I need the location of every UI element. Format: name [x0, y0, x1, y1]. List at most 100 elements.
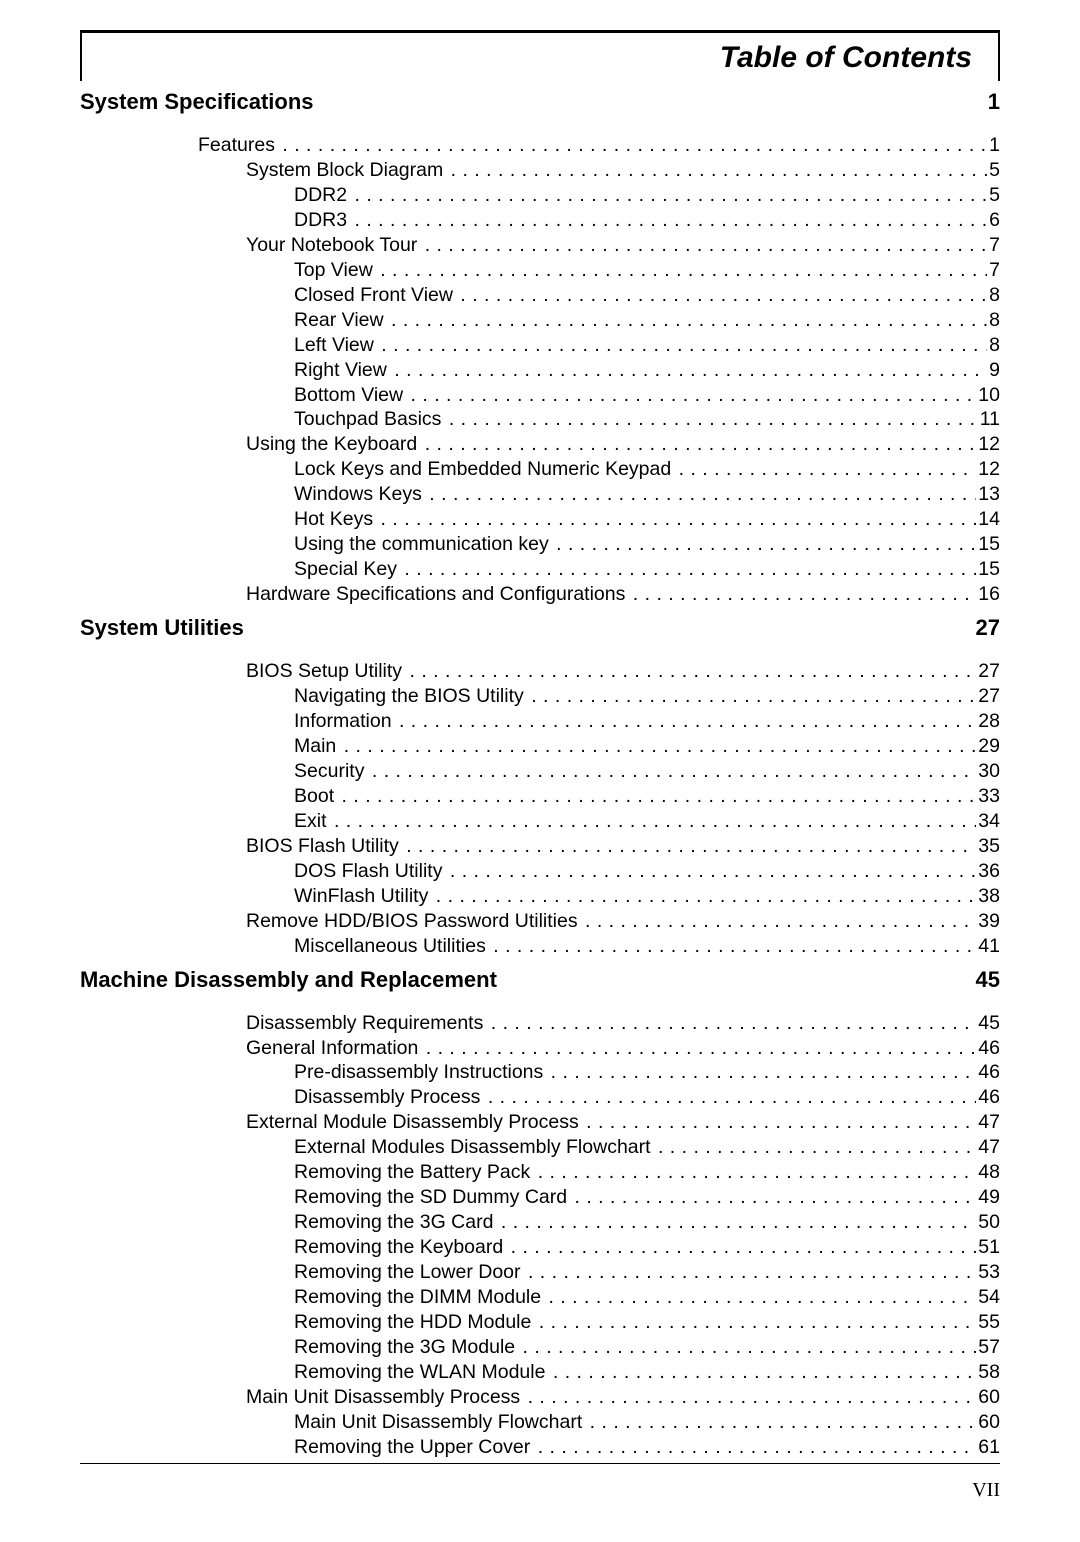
toc-entry: Rear View 8	[80, 308, 1000, 333]
toc-leader-dots	[523, 1335, 977, 1360]
toc-entry: Miscellaneous Utilities 41	[80, 934, 1000, 959]
toc-entry-page: 28	[978, 709, 1000, 734]
toc-entry-label: Your Notebook Tour	[246, 233, 423, 258]
toc-entry-page: 5	[989, 183, 1000, 208]
toc-entry: Hardware Specifications and Configuratio…	[80, 582, 1000, 607]
toc-entry-page: 50	[978, 1210, 1000, 1235]
section-header: System Utilities27	[80, 615, 1000, 641]
toc-entry-page: 45	[978, 1011, 1000, 1036]
toc-entry-page: 48	[978, 1160, 1000, 1185]
toc-entry-label: Right View	[294, 358, 392, 383]
toc-leader-dots	[511, 1235, 977, 1260]
toc-leader-dots	[528, 1385, 977, 1410]
toc-entry: Removing the 3G Card 50	[80, 1210, 1000, 1235]
toc-entry-label: Lock Keys and Embedded Numeric Keypad	[294, 457, 677, 482]
toc-leader-dots	[334, 809, 976, 834]
toc-entry-page: 54	[978, 1285, 1000, 1310]
toc-entry: Touchpad Basics 11	[80, 407, 1000, 432]
toc-leader-dots	[633, 582, 977, 607]
toc-entry-label: Removing the Keyboard	[294, 1235, 509, 1260]
toc-entry-page: 1	[989, 133, 1000, 158]
toc-entry-label: Removing the 3G Card	[294, 1210, 499, 1235]
toc-leader-dots	[528, 1260, 976, 1285]
toc-entry-page: 15	[978, 557, 1000, 582]
toc-entry-label: Using the communication key	[294, 532, 554, 557]
toc-leader-dots	[586, 1110, 976, 1135]
toc-entry-page: 46	[978, 1036, 1000, 1061]
toc-entry-label: Left View	[294, 333, 379, 358]
toc-entry-page: 27	[978, 684, 1000, 709]
toc-entry-page: 7	[989, 233, 1000, 258]
toc-entry-label: Boot	[294, 784, 340, 809]
toc-entry-page: 34	[978, 809, 1000, 834]
toc-entry: Windows Keys 13	[80, 482, 1000, 507]
toc-entry: Right View 9	[80, 358, 1000, 383]
toc-entry: Disassembly Process 46	[80, 1085, 1000, 1110]
toc-entry-page: 15	[978, 532, 1000, 557]
toc-leader-dots	[491, 1011, 977, 1036]
toc-leader-dots	[355, 183, 988, 208]
toc-entry: Removing the SD Dummy Card 49	[80, 1185, 1000, 1210]
toc-entry: Left View 8	[80, 333, 1000, 358]
toc-leader-dots	[381, 333, 987, 358]
toc-leader-dots	[399, 709, 976, 734]
footer-rule	[80, 1463, 1000, 1464]
toc-entry-label: Information	[294, 709, 397, 734]
toc-entry-label: Miscellaneous Utilities	[294, 934, 491, 959]
toc-entry: WinFlash Utility 38	[80, 884, 1000, 909]
toc-entry-label: Bottom View	[294, 383, 409, 408]
toc-entry-page: 36	[978, 859, 1000, 884]
toc-entry-label: Removing the WLAN Module	[294, 1360, 551, 1385]
toc-entry: Removing the 3G Module 57	[80, 1335, 1000, 1360]
toc-leader-dots	[372, 759, 976, 784]
toc-entry: Hot Keys 14	[80, 507, 1000, 532]
toc-entry: External Module Disassembly Process 47	[80, 1110, 1000, 1135]
toc-entry: DDR3 6	[80, 208, 1000, 233]
toc-entry-label: Using the Keyboard	[246, 432, 423, 457]
toc-leader-dots	[429, 482, 976, 507]
toc-entry-label: Removing the 3G Module	[294, 1335, 521, 1360]
section-entries: Features 1System Block Diagram 5DDR2 5DD…	[80, 133, 1000, 607]
toc-entry-page: 7	[989, 258, 1000, 283]
toc-entry-label: Removing the SD Dummy Card	[294, 1185, 573, 1210]
section-entries: BIOS Setup Utility 27Navigating the BIOS…	[80, 659, 1000, 958]
toc-entry-label: Exit	[294, 809, 332, 834]
toc-entry: Remove HDD/BIOS Password Utilities 39	[80, 909, 1000, 934]
toc-entry-label: BIOS Setup Utility	[246, 659, 407, 684]
toc-entry-page: 53	[978, 1260, 1000, 1285]
toc-leader-dots	[488, 1085, 976, 1110]
toc-entry: Navigating the BIOS Utility 27	[80, 684, 1000, 709]
toc-entry-label: Removing the Battery Pack	[294, 1160, 536, 1185]
toc-entry-page: 9	[989, 358, 1000, 383]
toc-entry-page: 55	[978, 1310, 1000, 1335]
toc-entry-page: 12	[978, 457, 1000, 482]
toc-leader-dots	[342, 784, 977, 809]
toc-entry: Removing the HDD Module 55	[80, 1310, 1000, 1335]
toc-entry-label: Removing the HDD Module	[294, 1310, 537, 1335]
toc-entry-label: Closed Front View	[294, 283, 458, 308]
toc-entry-label: Remove HDD/BIOS Password Utilities	[246, 909, 583, 934]
toc-entry: Closed Front View 8	[80, 283, 1000, 308]
toc-entry-label: Hardware Specifications and Configuratio…	[246, 582, 631, 607]
toc-entry-page: 61	[978, 1435, 1000, 1460]
toc-entry: Removing the WLAN Module 58	[80, 1360, 1000, 1385]
toc-entry-page: 57	[978, 1335, 1000, 1360]
toc-entry: Bottom View 10	[80, 383, 1000, 408]
toc-entry-page: 10	[978, 383, 1000, 408]
toc-entry-label: Touchpad Basics	[294, 407, 447, 432]
toc-leader-dots	[411, 383, 977, 408]
toc-entry-page: 29	[978, 734, 1000, 759]
toc-entry-page: 46	[978, 1060, 1000, 1085]
toc-entry-label: Pre-disassembly Instructions	[294, 1060, 549, 1085]
toc-leader-dots	[590, 1410, 977, 1435]
toc-entry-label: Navigating the BIOS Utility	[294, 684, 529, 709]
toc-entry-page: 46	[978, 1085, 1000, 1110]
toc-entry-page: 38	[978, 884, 1000, 909]
toc-entry: External Modules Disassembly Flowchart 4…	[80, 1135, 1000, 1160]
toc-entry: Boot 33	[80, 784, 1000, 809]
toc-entry: Pre-disassembly Instructions 46	[80, 1060, 1000, 1085]
toc-leader-dots	[394, 358, 987, 383]
toc-entry-label: Features	[198, 133, 280, 158]
toc-entry: Your Notebook Tour 7	[80, 233, 1000, 258]
section-page: 27	[976, 615, 1000, 641]
